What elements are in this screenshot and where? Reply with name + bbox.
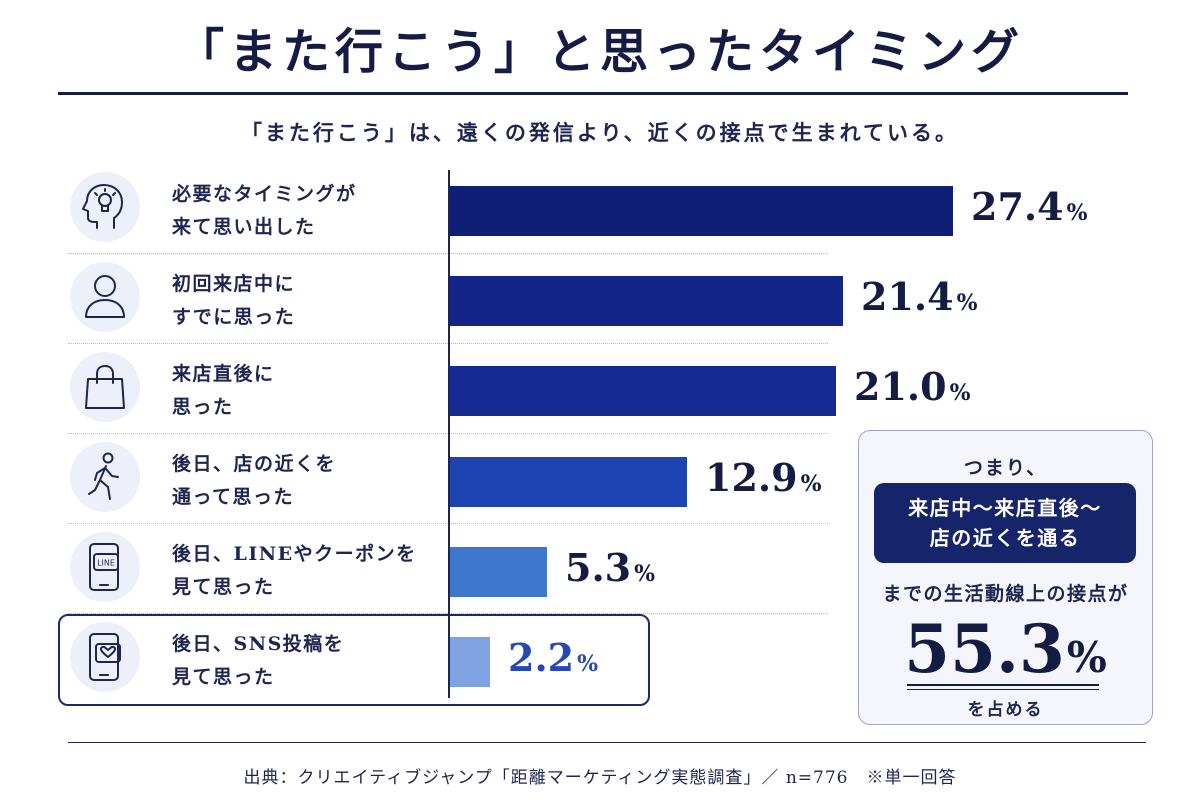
bar-axis-line	[448, 170, 450, 698]
bar-value-label: 12.9%	[705, 455, 821, 500]
summary-underline-thin	[907, 689, 1099, 690]
bar-value-label: 21.0%	[854, 364, 970, 409]
summary-pill: 来店中〜来店直後〜 店の近くを通る	[874, 483, 1136, 563]
category-row: 後日、店の近くを 通って思った	[60, 440, 825, 520]
category-label-line: 見て思った	[172, 666, 275, 688]
summary-value-unit: %	[1066, 633, 1107, 682]
category-label-line: 必要なタイミングが	[172, 183, 357, 205]
bar-value-number: 2.2	[508, 635, 575, 680]
category-row: 来店直後に 思った	[60, 350, 825, 430]
walking-person-icon	[70, 442, 140, 512]
summary-text: までの生活動線上の接点が	[882, 583, 1129, 605]
category-label: 後日、SNS投稿を 見て思った	[172, 628, 442, 694]
category-label-line: 通って思った	[172, 486, 295, 508]
bar-value-unit: %	[634, 561, 656, 587]
bar-value-unit: %	[800, 471, 822, 497]
source-note: 出典：クリエイティブジャンプ「距離マーケティング実態調査」／ n=776 ※単一…	[243, 768, 957, 788]
bar-value-unit: %	[1066, 200, 1088, 226]
bar-value-label: 2.2%	[508, 635, 598, 680]
category-label-line: 来て思い出した	[172, 216, 316, 238]
bar	[450, 637, 490, 687]
bar	[450, 457, 687, 507]
bar-value-number: 21.4	[861, 274, 954, 319]
category-row: 初回来店中に すでに思った	[60, 260, 825, 340]
category-label: 後日、LINEやクーポンを 見て思った	[172, 538, 442, 604]
phone-line-icon: LINE	[70, 532, 140, 602]
head-lightbulb-icon	[70, 172, 140, 242]
bar-value-label: 27.4%	[971, 184, 1087, 229]
page-title: 「また行こう」と思ったタイミング	[175, 24, 1024, 80]
highlight-box	[58, 614, 650, 706]
category-label: 必要なタイミングが 来て思い出した	[172, 178, 442, 244]
svg-text:LINE: LINE	[97, 559, 115, 568]
summary-underline	[907, 684, 1099, 686]
bar-value-unit: %	[949, 380, 971, 406]
summary-value: 55.3%	[859, 611, 1152, 696]
summary-footer-text: を占める	[967, 700, 1044, 720]
phone-heart-icon	[70, 622, 140, 692]
category-label: 来店直後に 思った	[172, 358, 442, 424]
bar-value-label: 5.3%	[565, 545, 655, 590]
shopping-bag-icon	[70, 352, 140, 422]
category-label-line: 思った	[172, 396, 234, 418]
title-underline	[58, 92, 1128, 95]
summary-box: つまり、 来店中〜来店直後〜 店の近くを通る までの生活動線上の接点が 55.3…	[858, 430, 1153, 725]
page-subtitle: 「また行こう」は、遠くの発信より、近くの接点で生まれている。	[240, 120, 960, 145]
bar-value-number: 21.0	[854, 364, 947, 409]
category-label: 後日、店の近くを 通って思った	[172, 448, 442, 514]
category-label-line: 初回来店中に	[172, 273, 296, 295]
category-label: 初回来店中に すでに思った	[172, 268, 442, 334]
bar-value-unit: %	[577, 651, 599, 677]
category-label-line: 見て思った	[172, 576, 275, 598]
summary-pill-line: 店の近くを通る	[929, 526, 1081, 550]
category-label-line: 来店直後に	[172, 363, 275, 385]
bar-value-label: 21.4%	[861, 274, 977, 319]
bar	[450, 366, 836, 416]
bar-value-number: 5.3	[565, 545, 632, 590]
category-row: LINE 後日、LINEやクーポンを 見て思った	[60, 530, 825, 610]
category-row: 必要なタイミングが 来て思い出した	[60, 170, 825, 250]
summary-value-number: 55.3	[904, 610, 1065, 688]
bar	[450, 547, 547, 597]
bar-value-unit: %	[956, 290, 978, 316]
category-row: 後日、SNS投稿を 見て思った	[60, 620, 825, 700]
bar-value-number: 27.4	[971, 184, 1064, 229]
footer-rule	[68, 742, 1146, 743]
category-label-line: 後日、SNS投稿を	[172, 633, 345, 655]
category-label-line: すでに思った	[172, 306, 296, 328]
category-label-line: 後日、LINEやクーポンを	[172, 543, 417, 565]
bar	[450, 276, 843, 326]
category-label-line: 後日、店の近くを	[172, 453, 337, 475]
summary-pill-line: 来店中〜来店直後〜	[908, 496, 1102, 520]
person-icon	[70, 262, 140, 332]
bar-value-number: 12.9	[705, 455, 798, 500]
bar	[450, 186, 953, 236]
summary-intro: つまり、	[963, 457, 1048, 479]
